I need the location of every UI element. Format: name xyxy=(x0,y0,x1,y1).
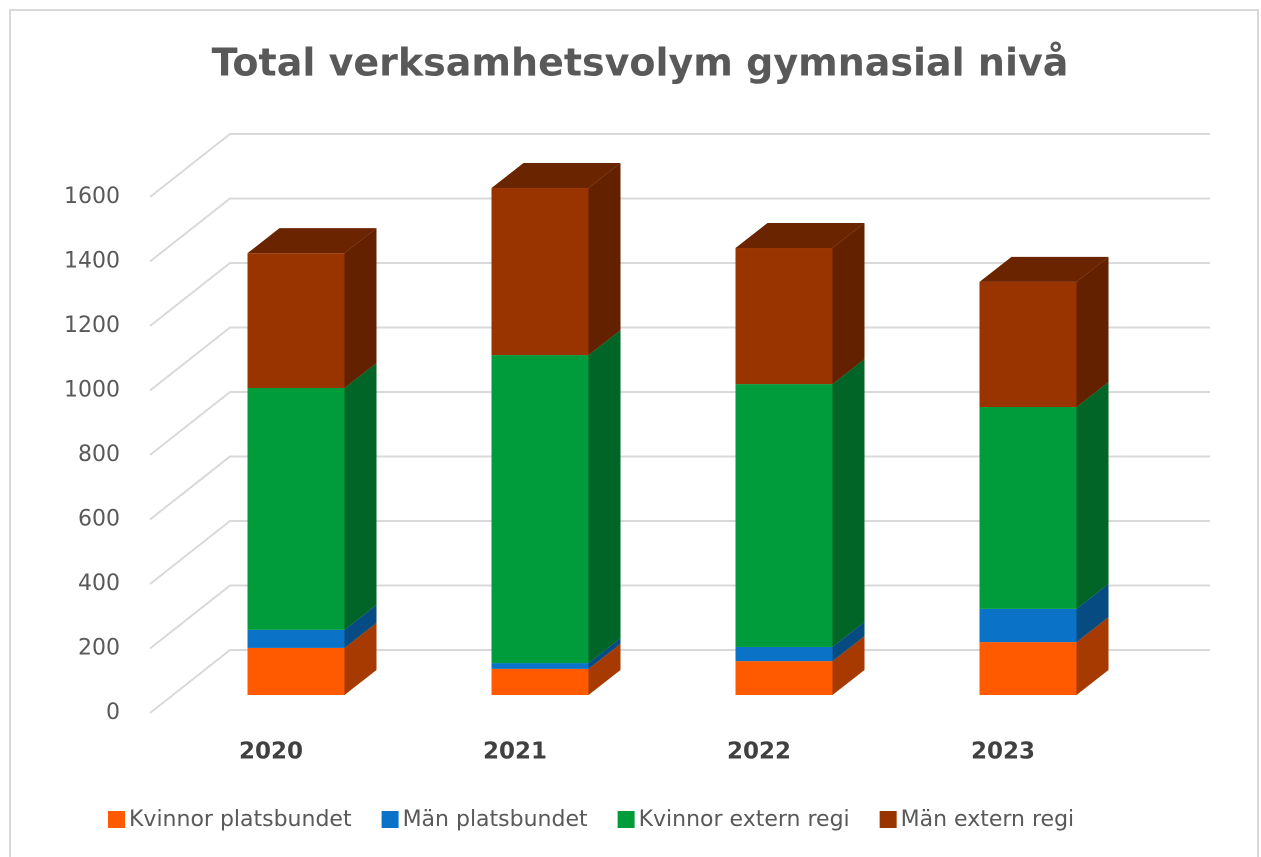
y-tick-label: 1200 xyxy=(64,313,120,338)
bar-top xyxy=(979,256,1109,282)
bar xyxy=(491,668,589,695)
x-tick-label: 2021 xyxy=(483,739,547,765)
legend-swatch xyxy=(108,811,125,828)
bar-side xyxy=(344,622,377,695)
legend-swatch xyxy=(617,811,635,828)
bar-side xyxy=(588,643,621,695)
bar-side xyxy=(588,638,621,669)
legend-swatch xyxy=(381,811,399,828)
bar-side xyxy=(588,330,621,664)
bar xyxy=(979,281,1077,408)
x-tick-label: 2022 xyxy=(727,739,791,765)
bar-side xyxy=(1076,256,1109,408)
y-tick-label: 1400 xyxy=(64,249,120,274)
bar xyxy=(491,663,589,669)
y-tick-label: 1600 xyxy=(64,184,120,209)
grid-line xyxy=(149,520,1210,585)
bar xyxy=(491,355,589,664)
grid-line xyxy=(149,262,1210,327)
bar xyxy=(735,384,833,647)
bar xyxy=(491,188,589,356)
grid-line xyxy=(149,133,1210,198)
bar-side xyxy=(832,621,865,662)
legend-label: Kvinnor extern regi xyxy=(639,807,850,832)
bar xyxy=(979,608,1077,643)
bar xyxy=(735,646,833,662)
bar xyxy=(735,248,833,385)
legend-swatch xyxy=(879,811,897,828)
chart-border xyxy=(9,9,1259,857)
legend-label: Kvinnor platsbundet xyxy=(129,807,352,832)
bar xyxy=(247,629,345,648)
bar xyxy=(979,642,1077,695)
legend-label: Män platsbundet xyxy=(403,807,588,832)
grid-line xyxy=(149,197,1210,263)
bar xyxy=(979,407,1077,609)
bar-side xyxy=(344,604,377,648)
bar-side xyxy=(832,359,865,647)
legend-label: Män extern regi xyxy=(901,807,1075,832)
grid-line xyxy=(149,649,1210,714)
bar-top xyxy=(491,163,621,189)
bar-side xyxy=(588,163,621,356)
grid-line xyxy=(149,391,1210,456)
bar-top xyxy=(247,228,377,254)
bar-side xyxy=(344,228,377,388)
bar-side xyxy=(832,223,865,385)
y-tick-label: 400 xyxy=(78,571,120,596)
bar-side xyxy=(1076,583,1109,643)
chart-title: Total verksamhetsvolym gymnasial nivå xyxy=(212,41,1069,85)
grid-line xyxy=(149,455,1210,521)
x-tick-label: 2023 xyxy=(971,739,1035,765)
bar xyxy=(247,387,345,630)
y-tick-label: 600 xyxy=(78,507,120,532)
y-tick-label: 1000 xyxy=(64,378,120,403)
grid-line xyxy=(149,584,1210,650)
bar xyxy=(735,661,833,695)
y-tick-label: 800 xyxy=(78,442,120,467)
y-tick-label: 0 xyxy=(106,700,120,725)
bar-top xyxy=(735,223,865,249)
bar-side xyxy=(832,636,865,695)
grid-line xyxy=(149,326,1210,392)
bar-side xyxy=(1076,382,1109,609)
bar xyxy=(247,647,345,695)
x-tick-label: 2020 xyxy=(239,739,303,765)
bar-side xyxy=(1076,617,1109,695)
bar-side xyxy=(344,362,377,630)
y-tick-label: 200 xyxy=(78,636,120,661)
bar xyxy=(247,253,345,388)
